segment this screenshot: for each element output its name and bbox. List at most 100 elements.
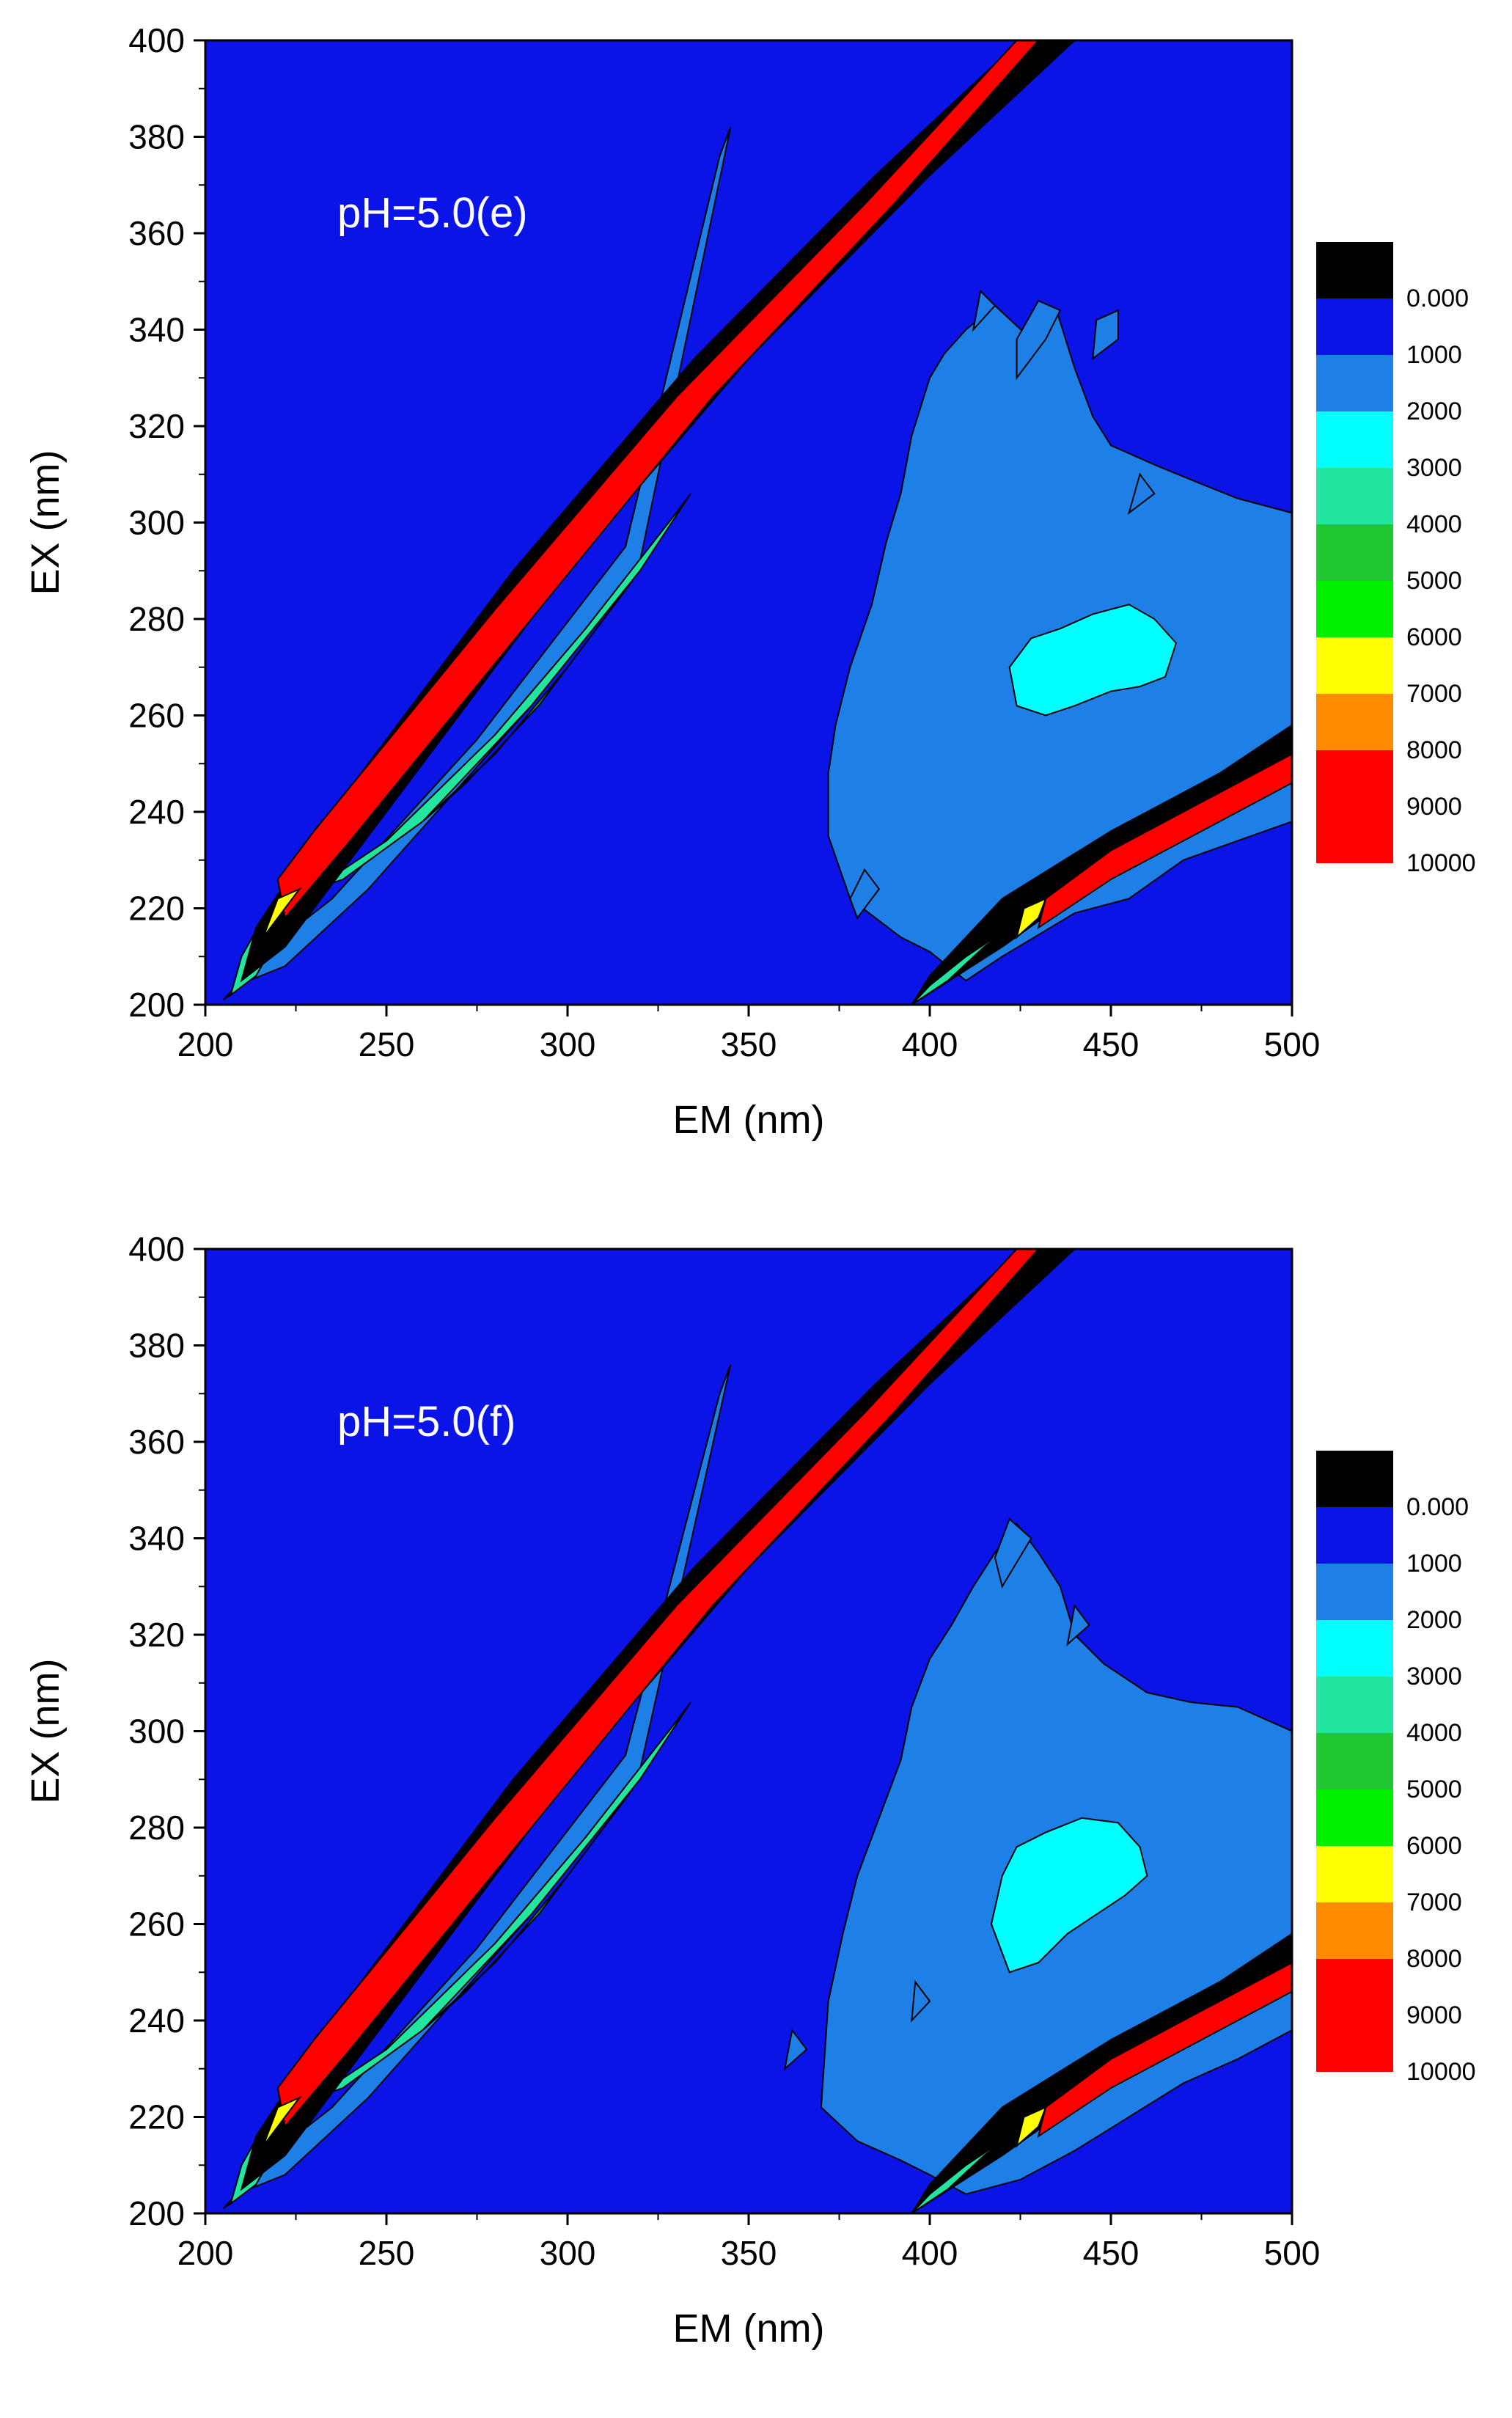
noise-island-2 — [783, 2028, 808, 2071]
legend-label: 10000 — [1406, 2058, 1476, 2086]
second-order-yellow-spot — [1015, 2106, 1047, 2148]
legend-label: 2000 — [1406, 397, 1462, 425]
legend-label: 0.000 — [1406, 285, 1469, 312]
rayleigh-core — [276, 40, 1040, 920]
legend-label: 1000 — [1406, 341, 1462, 369]
raman-band-4000 — [313, 493, 691, 890]
y-tick-label: 240 — [128, 2001, 185, 2040]
legend-swatch — [1316, 581, 1393, 637]
y-tick-label: 400 — [128, 1230, 185, 1268]
legend-swatch — [1316, 1620, 1393, 1677]
noise-island-1 — [1092, 309, 1119, 361]
legend-swatch — [1316, 1733, 1393, 1789]
legend-swatch — [1316, 468, 1393, 524]
legend-label: 2000 — [1406, 1606, 1462, 1634]
y-tick-label: 300 — [128, 1712, 185, 1751]
legend-label: 7000 — [1406, 1888, 1462, 1916]
legend-label: 10000 — [1406, 849, 1476, 877]
legend-swatch — [1316, 1507, 1393, 1564]
noise-island-0 — [1016, 299, 1062, 381]
chart-panel-f: 200 250 300 350 400 450 500 200 220 240 260 280 300 3… — [0, 1209, 1512, 2418]
legend-swatch — [1316, 750, 1393, 807]
y-tick-label: 280 — [128, 1809, 185, 1847]
raman-band-5000 — [422, 1788, 634, 2031]
y-tick-label: 360 — [128, 1423, 185, 1461]
x-tick-label: 500 — [1264, 2234, 1321, 2272]
x-tick-label: 350 — [721, 2234, 777, 2272]
legend-swatch — [1316, 1959, 1393, 2015]
panel-label: pH=5.0(e) — [337, 189, 528, 237]
rayleigh-yellow-spot — [263, 2095, 302, 2147]
x-tick-label: 450 — [1083, 2234, 1139, 2272]
legend-swatch — [1316, 1564, 1393, 1620]
y-tick-label: 380 — [128, 1327, 185, 1365]
rayleigh-core — [276, 1249, 1040, 2128]
color-legend: 0.000 1000 2000 3000 4000 5000 6000 7000 8000 900… — [1316, 242, 1476, 877]
legend-swatch — [1316, 694, 1393, 750]
y-tick-label: 280 — [128, 600, 185, 638]
legend-label: 3000 — [1406, 454, 1462, 482]
noise-island-2 — [972, 289, 997, 332]
x-tick-label: 300 — [540, 2234, 596, 2272]
x-tick-label: 450 — [1083, 1025, 1139, 1063]
x-tick-label: 300 — [540, 1025, 596, 1063]
y-tick-label: 200 — [128, 2194, 185, 2232]
legend-label: 5000 — [1406, 1776, 1462, 1803]
color-legend: 0.000 1000 2000 3000 4000 5000 6000 7000 8000 900… — [1316, 1451, 1476, 2086]
y-tick-label: 200 — [128, 986, 185, 1024]
legend-label: 4000 — [1406, 1719, 1462, 1747]
x-tick-label: 200 — [177, 2234, 234, 2272]
legend-label: 5000 — [1406, 567, 1462, 595]
legend-swatch — [1316, 411, 1393, 468]
second-order-foot — [911, 926, 1010, 1005]
y-axis-title: EX (nm) — [23, 450, 67, 595]
y-tick-label: 220 — [128, 2098, 185, 2136]
legend-swatch — [1316, 637, 1393, 694]
y-tick-label: 340 — [128, 1520, 185, 1558]
y-tick-label: 260 — [128, 697, 185, 735]
raman-band-5000 — [422, 579, 634, 822]
y-tick-label: 400 — [128, 21, 185, 59]
x-tick-label: 200 — [177, 1025, 234, 1063]
noise-island-4 — [849, 868, 881, 920]
legend-label: 9000 — [1406, 2001, 1462, 2029]
legend-swatch — [1316, 242, 1393, 298]
y-tick-label: 300 — [128, 504, 185, 542]
fluorescence-peak — [1008, 604, 1178, 717]
noise-island-1 — [1066, 1604, 1090, 1646]
legend-label: 7000 — [1406, 680, 1462, 708]
legend-swatch — [1316, 355, 1393, 411]
legend-swatch — [1316, 1677, 1393, 1733]
noise-island-3 — [911, 1979, 931, 2023]
x-tick-label: 400 — [902, 1025, 958, 1063]
x-tick-label: 250 — [359, 1025, 415, 1063]
legend-label: 0.000 — [1406, 1493, 1469, 1521]
contour-chart-0: 200 250 300 350 400 450 500 200 220 240 260 280 300 3… — [23, 21, 1476, 1142]
y-tick-label: 240 — [128, 793, 185, 831]
legend-label: 8000 — [1406, 1945, 1462, 1973]
second-order-foot — [911, 2135, 1010, 2213]
x-tick-label: 250 — [359, 2234, 415, 2272]
legend-swatch — [1316, 807, 1393, 863]
legend-swatch — [1316, 1451, 1393, 1507]
legend-swatch — [1316, 1902, 1393, 1959]
y-tick-label: 320 — [128, 407, 185, 445]
legend-swatch — [1316, 524, 1393, 581]
legend-label: 3000 — [1406, 1663, 1462, 1690]
y-tick-label: 220 — [128, 890, 185, 928]
x-axis-title: EM (nm) — [673, 1098, 825, 1142]
legend-label: 8000 — [1406, 736, 1462, 764]
legend-label: 1000 — [1406, 1550, 1462, 1578]
y-tick-label: 320 — [128, 1616, 185, 1654]
chart-panel-e: 200 250 300 350 400 450 500 200 220 240 260 280 300 3… — [23, 21, 1476, 1142]
legend-swatch — [1316, 1846, 1393, 1902]
raman-band-4000 — [313, 1701, 691, 2099]
y-tick-label: 380 — [128, 118, 185, 156]
legend-label: 6000 — [1406, 623, 1462, 651]
x-tick-label: 350 — [721, 1025, 777, 1063]
y-tick-label: 340 — [128, 311, 185, 349]
x-tick-label: 500 — [1264, 1025, 1321, 1063]
y-tick-label: 260 — [128, 1905, 185, 1943]
second-order-yellow-spot — [1015, 897, 1047, 939]
panel-label: pH=5.0(f) — [337, 1398, 515, 1446]
